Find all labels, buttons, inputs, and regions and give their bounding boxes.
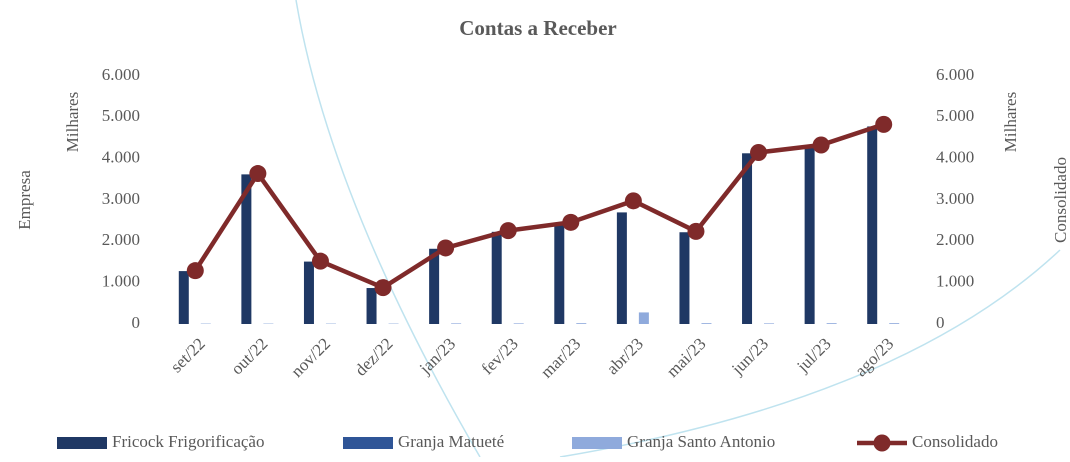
line-marker xyxy=(312,253,329,270)
legend-swatch xyxy=(343,437,393,449)
bar xyxy=(827,323,837,324)
x-tick-label: abr/23 xyxy=(603,334,647,378)
y-tick-label: 6.000 xyxy=(102,65,140,84)
line-marker xyxy=(562,214,579,231)
bar xyxy=(367,288,377,324)
y-tick-label: 2.000 xyxy=(102,230,140,249)
line-marker xyxy=(437,239,454,256)
bar xyxy=(554,224,564,324)
y-tick-label: 4.000 xyxy=(102,148,140,167)
legend-swatch xyxy=(572,437,622,449)
x-tick-label: out/22 xyxy=(227,334,271,378)
y-unit: Milhares xyxy=(63,92,82,152)
line-marker xyxy=(750,144,767,161)
bar xyxy=(639,312,649,324)
line xyxy=(195,124,883,287)
bar xyxy=(764,323,774,324)
bar xyxy=(304,262,314,324)
bar xyxy=(492,232,502,324)
legend-swatch xyxy=(57,437,107,449)
x-tick-label: jul/23 xyxy=(793,334,835,376)
y2-tick-label: 1.000 xyxy=(936,272,974,291)
line-marker xyxy=(375,279,392,296)
y2-title: Consolidado xyxy=(1051,157,1070,243)
line-marker xyxy=(500,222,517,239)
bar xyxy=(451,323,461,324)
legend-swatch xyxy=(874,435,891,452)
chart-title: Contas a Receber xyxy=(459,16,616,40)
legend-label: Granja Matueté xyxy=(398,432,504,451)
line-marker xyxy=(625,192,642,209)
y2-tick-label: 0 xyxy=(936,313,945,332)
x-tick-label: nov/22 xyxy=(287,334,334,381)
x-tick-label: jan/23 xyxy=(415,334,459,378)
bar xyxy=(617,212,627,324)
bar xyxy=(867,126,877,324)
x-tick-label: mar/23 xyxy=(537,334,584,381)
bar xyxy=(742,153,752,324)
x-tick-label: set/22 xyxy=(167,334,209,376)
y-tick-label: 3.000 xyxy=(102,189,140,208)
legend-label: Granja Santo Antonio xyxy=(627,432,775,451)
y-title: Empresa xyxy=(15,170,34,230)
y2-unit: Milhares xyxy=(1001,92,1020,152)
bar xyxy=(514,323,524,324)
x-tick-label: fev/23 xyxy=(478,334,522,378)
y2-tick-label: 4.000 xyxy=(936,148,974,167)
line-marker xyxy=(813,137,830,154)
legend-label: Fricock Frigorificação xyxy=(112,432,264,451)
line-marker xyxy=(687,223,704,240)
y-tick-label: 5.000 xyxy=(102,106,140,125)
line-marker xyxy=(187,262,204,279)
bar xyxy=(179,271,189,324)
y-tick-label: 1.000 xyxy=(102,272,140,291)
y-tick-label: 0 xyxy=(132,313,141,332)
decor-curve xyxy=(296,0,480,457)
x-tick-label: mai/23 xyxy=(663,334,710,381)
line-marker xyxy=(249,165,266,182)
bar xyxy=(701,323,711,324)
y2-tick-label: 2.000 xyxy=(936,230,974,249)
y2-tick-label: 3.000 xyxy=(936,189,974,208)
line-marker xyxy=(875,116,892,133)
legend-label: Consolidado xyxy=(912,432,998,451)
bar xyxy=(576,323,586,324)
x-tick-label: jun/23 xyxy=(727,334,772,379)
bar xyxy=(805,146,815,324)
bar xyxy=(889,323,899,324)
y2-tick-label: 6.000 xyxy=(936,65,974,84)
y2-tick-label: 5.000 xyxy=(936,106,974,125)
bar xyxy=(679,232,689,324)
x-tick-label: ago/23 xyxy=(851,334,897,380)
x-tick-label: dez/22 xyxy=(351,334,396,379)
